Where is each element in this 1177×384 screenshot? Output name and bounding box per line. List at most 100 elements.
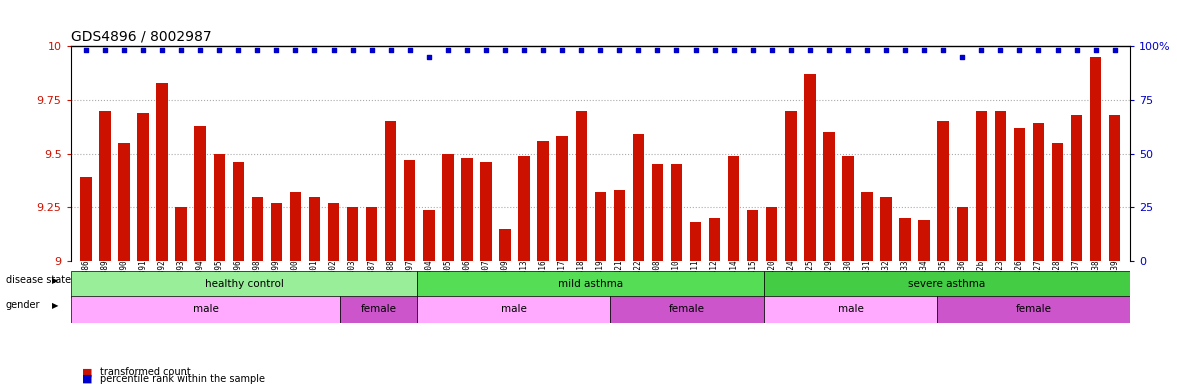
Text: transformed count: transformed count	[100, 367, 191, 377]
Point	[991, 47, 1010, 53]
Point	[782, 47, 800, 53]
Text: percentile rank within the sample: percentile rank within the sample	[100, 374, 265, 384]
Point	[896, 47, 915, 53]
Bar	[594, 192, 606, 261]
Point	[286, 47, 305, 53]
Bar	[976, 111, 988, 261]
Point	[381, 47, 400, 53]
Text: GSM665430: GSM665430	[844, 260, 852, 301]
Bar	[328, 203, 339, 261]
Point	[553, 47, 572, 53]
Text: GSM665407: GSM665407	[481, 260, 491, 301]
Point	[800, 47, 819, 53]
Text: male: male	[838, 304, 864, 314]
FancyBboxPatch shape	[937, 296, 1130, 323]
Bar	[443, 154, 453, 261]
Point	[496, 47, 514, 53]
Bar	[233, 162, 244, 261]
Text: GDS4896 / 8002987: GDS4896 / 8002987	[71, 30, 211, 43]
Text: GSM665422: GSM665422	[634, 260, 643, 301]
FancyBboxPatch shape	[764, 271, 1130, 298]
Point	[572, 47, 591, 53]
Point	[686, 47, 705, 53]
Point	[610, 47, 629, 53]
Bar	[823, 132, 834, 261]
Bar	[461, 158, 473, 261]
Point	[1086, 47, 1105, 53]
Text: severe asthma: severe asthma	[909, 279, 985, 289]
Bar	[480, 162, 492, 261]
Point	[1048, 47, 1066, 53]
Point	[514, 47, 533, 53]
Bar	[804, 74, 816, 261]
Point	[1068, 47, 1086, 53]
Text: GSM665405: GSM665405	[444, 260, 452, 301]
Point	[591, 47, 610, 53]
Bar	[1071, 115, 1083, 261]
Bar	[423, 210, 434, 261]
Text: GSM665425: GSM665425	[805, 260, 814, 301]
Text: GSM665390: GSM665390	[120, 260, 128, 301]
Bar	[957, 207, 967, 261]
Point	[114, 47, 133, 53]
Point	[705, 47, 724, 53]
Point	[172, 47, 191, 53]
FancyBboxPatch shape	[610, 296, 764, 323]
Text: GSM665389: GSM665389	[100, 260, 109, 301]
Point	[1029, 47, 1048, 53]
Text: GSM665424: GSM665424	[786, 260, 796, 301]
Bar	[613, 190, 625, 261]
Point	[667, 47, 686, 53]
Point	[228, 47, 247, 53]
Text: GSM665433: GSM665433	[900, 260, 910, 301]
Text: GSM665403: GSM665403	[348, 260, 357, 301]
Point	[1105, 47, 1124, 53]
Bar	[899, 218, 911, 261]
Text: gender: gender	[6, 300, 40, 310]
Point	[724, 47, 743, 53]
Text: GSM665408: GSM665408	[653, 260, 661, 301]
Point	[458, 47, 477, 53]
Point	[419, 54, 438, 60]
Text: GSM665431: GSM665431	[863, 260, 871, 301]
Bar	[652, 164, 663, 261]
Point	[819, 47, 838, 53]
Text: ■: ■	[82, 367, 93, 377]
Bar	[1013, 128, 1025, 261]
Bar	[747, 210, 758, 261]
Text: ■: ■	[82, 374, 93, 384]
Text: GSM665423: GSM665423	[996, 260, 1005, 301]
Text: GSM665416: GSM665416	[539, 260, 547, 301]
Point	[953, 54, 972, 60]
Text: GSM665427: GSM665427	[1033, 260, 1043, 301]
FancyBboxPatch shape	[418, 271, 764, 298]
Point	[933, 47, 952, 53]
Point	[972, 47, 991, 53]
Bar	[290, 192, 301, 261]
Bar	[633, 134, 644, 261]
Text: GSM665417: GSM665417	[558, 260, 566, 301]
Text: female: female	[361, 304, 397, 314]
Text: male: male	[193, 304, 219, 314]
Text: GSM665402: GSM665402	[330, 260, 338, 301]
Bar	[99, 111, 111, 261]
Text: GSM665391: GSM665391	[139, 260, 147, 301]
Text: ▶: ▶	[52, 276, 59, 285]
Text: GSM665419: GSM665419	[596, 260, 605, 301]
Bar	[938, 121, 949, 261]
Bar	[308, 197, 320, 261]
FancyBboxPatch shape	[764, 296, 937, 323]
Text: GSM665422b: GSM665422b	[977, 260, 986, 306]
FancyBboxPatch shape	[418, 296, 610, 323]
Point	[858, 47, 877, 53]
Bar	[995, 111, 1006, 261]
Text: GSM665420: GSM665420	[767, 260, 777, 301]
Bar	[385, 121, 397, 261]
FancyBboxPatch shape	[340, 296, 418, 323]
Text: GSM665418: GSM665418	[577, 260, 586, 301]
Text: GSM665396: GSM665396	[234, 260, 242, 301]
Bar	[538, 141, 548, 261]
Bar	[843, 156, 853, 261]
Point	[763, 47, 782, 53]
Text: GSM665412: GSM665412	[710, 260, 719, 301]
